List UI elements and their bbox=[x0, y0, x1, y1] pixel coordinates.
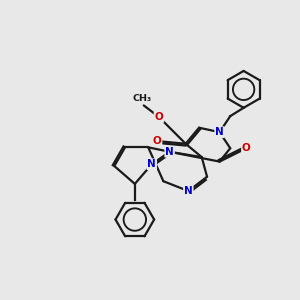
Text: N: N bbox=[147, 159, 156, 169]
Text: O: O bbox=[242, 143, 251, 153]
Text: O: O bbox=[154, 112, 163, 122]
Text: N: N bbox=[184, 186, 193, 196]
Text: CH₃: CH₃ bbox=[133, 94, 152, 103]
Text: N: N bbox=[165, 147, 174, 157]
Text: N: N bbox=[215, 127, 224, 137]
Text: O: O bbox=[153, 136, 161, 146]
